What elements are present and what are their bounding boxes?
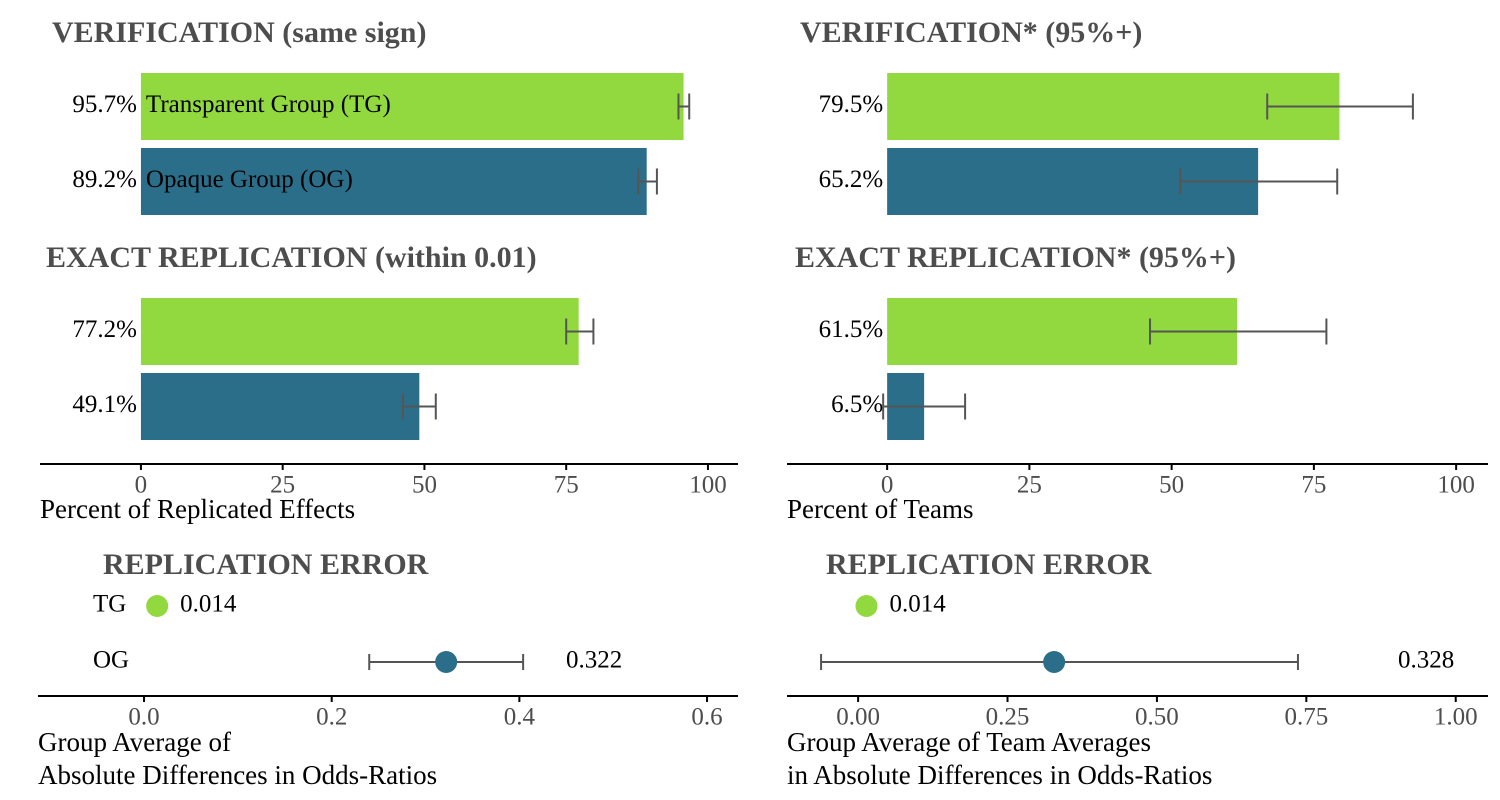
x-tick-label: 25 [1017, 472, 1042, 499]
dot [855, 595, 878, 617]
value-label: 77.2% [72, 316, 137, 343]
bar-label: Opaque Group (OG) [146, 166, 353, 193]
x-tick-label: 0 [881, 472, 894, 499]
x-tick-label: 0.0 [128, 704, 159, 731]
value-label: 61.5% [819, 316, 884, 343]
x-axis-label: in Absolute Differences in Odds-Ratios [787, 760, 1212, 790]
value-label: 49.1% [72, 391, 137, 418]
x-tick-label: 0 [135, 472, 148, 499]
panel-title: EXACT REPLICATION* (95%+) [795, 241, 1236, 274]
x-tick-label: 1.00 [1434, 704, 1478, 731]
bar [140, 298, 579, 365]
dot [435, 651, 458, 673]
bar [140, 373, 420, 440]
value-label: 0.014 [180, 591, 237, 618]
panel-title: REPLICATION ERROR [826, 548, 1152, 581]
x-tick-label: 0.4 [504, 704, 536, 731]
x-tick-label: 50 [412, 472, 437, 499]
x-tick-label: 100 [689, 472, 727, 499]
x-tick-label: 0.6 [691, 704, 722, 731]
x-tick-label: 0.00 [836, 704, 880, 731]
value-label: 79.5% [819, 91, 884, 118]
row-label: OG [93, 647, 129, 674]
x-axis-label: Percent of Replicated Effects [40, 494, 355, 524]
x-tick-label: 75 [1301, 472, 1326, 499]
x-tick-label: 50 [1159, 472, 1184, 499]
bar [140, 148, 647, 215]
x-axis-label: Percent of Teams [787, 494, 974, 524]
x-tick-label: 0.2 [316, 704, 347, 731]
panel-title: EXACT REPLICATION (within 0.01) [46, 241, 537, 274]
x-tick-label: 0.50 [1135, 704, 1179, 731]
x-axis-label: Group Average of [38, 727, 231, 757]
value-label: 89.2% [72, 166, 137, 193]
x-axis-label: Group Average of Team Averages [787, 727, 1151, 757]
panel-title: REPLICATION ERROR [103, 548, 429, 581]
dot [1043, 651, 1066, 673]
bar-label: Transparent Group (TG) [146, 91, 391, 118]
bar [887, 73, 1340, 140]
x-tick-label: 0.75 [1284, 704, 1328, 731]
value-label: 95.7% [72, 91, 137, 118]
x-tick-label: 100 [1437, 472, 1475, 499]
value-label: 0.322 [566, 647, 622, 674]
panel-title: VERIFICATION (same sign) [52, 16, 426, 49]
x-tick-label: 25 [270, 472, 295, 499]
value-label: 6.5% [831, 391, 883, 418]
value-label: 65.2% [819, 166, 884, 193]
x-tick-label: 75 [554, 472, 579, 499]
x-axis-label: Absolute Differences in Odds-Ratios [38, 760, 437, 790]
row-label: TG [93, 591, 126, 618]
x-tick-label: 0.25 [986, 704, 1030, 731]
bar [140, 73, 684, 140]
dot [146, 595, 169, 617]
value-label: 0.328 [1398, 647, 1454, 674]
value-label: 0.014 [889, 591, 946, 618]
panel-title: VERIFICATION* (95%+) [800, 16, 1142, 49]
